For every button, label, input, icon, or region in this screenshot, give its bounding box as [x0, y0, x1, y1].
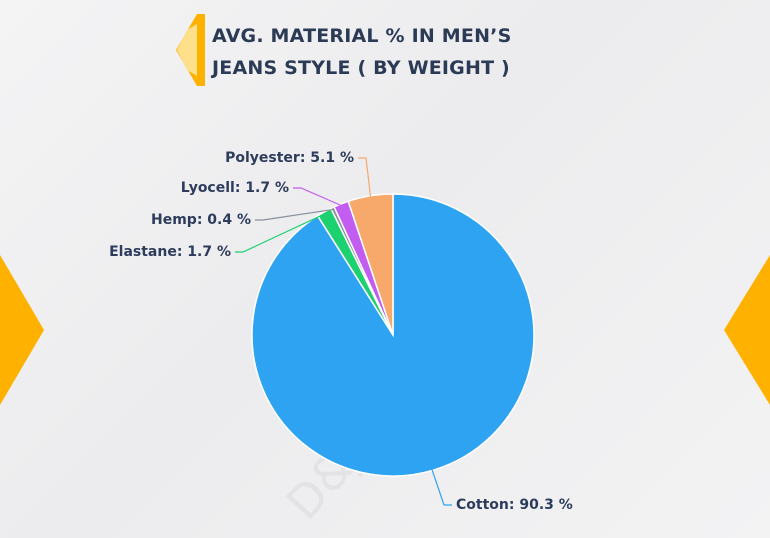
leader-line — [431, 468, 452, 506]
leader-line — [255, 208, 334, 221]
data-label: Elastane: 1.7 % — [109, 244, 231, 260]
deco-right — [724, 255, 770, 405]
data-label: Cotton: 90.3 % — [456, 497, 573, 513]
leader-line — [293, 187, 343, 207]
leader-line — [358, 157, 372, 198]
leader-line — [235, 213, 326, 253]
chart-title: AVG. MATERIAL % IN MEN’S JEANS STYLE ( B… — [212, 25, 512, 79]
deco-left — [0, 255, 44, 405]
data-label: Polyester: 5.1 % — [225, 150, 354, 166]
title-accent-inner — [177, 24, 197, 76]
data-label: Hemp: 0.4 % — [151, 212, 251, 228]
data-label: Lyocell: 1.7 % — [181, 180, 289, 196]
